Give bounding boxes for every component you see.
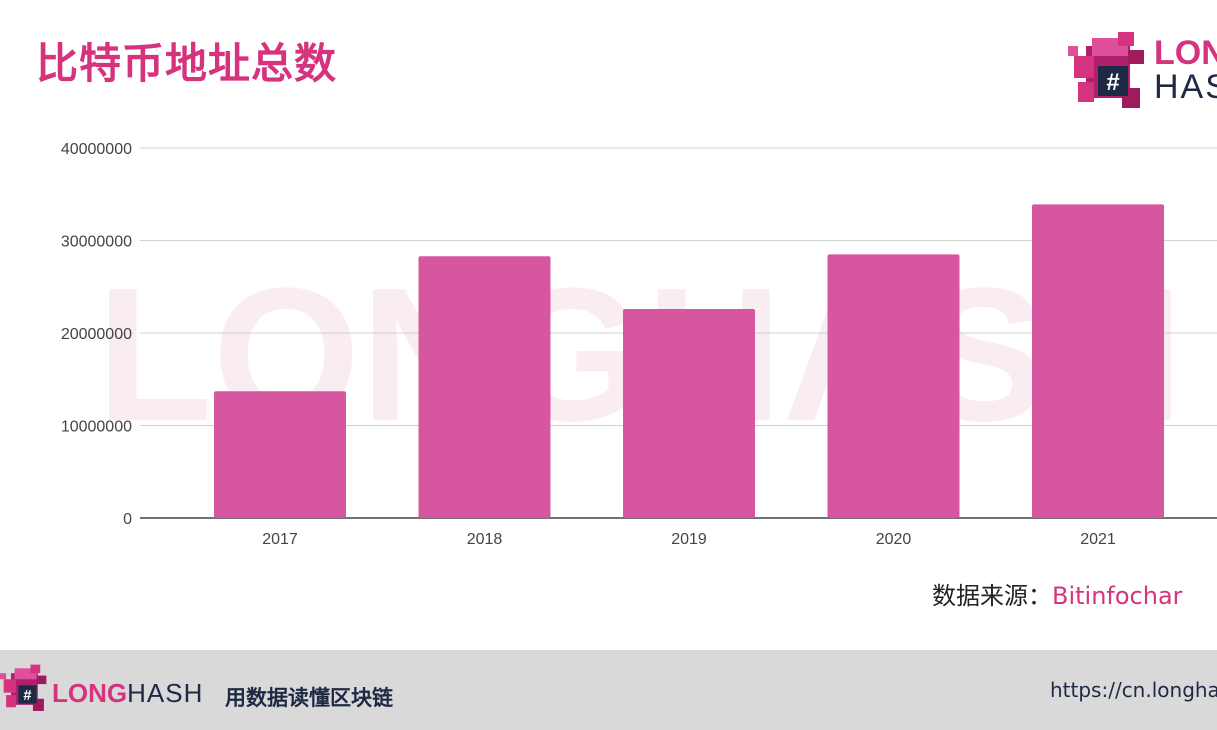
y-tick-label: 10000000 bbox=[61, 419, 132, 436]
y-tick-label: 20000000 bbox=[61, 326, 132, 343]
top-logo-wordmark: LON HAS bbox=[1154, 36, 1217, 104]
y-tick-label: 30000000 bbox=[61, 234, 132, 251]
x-tick-label: 2018 bbox=[467, 531, 503, 548]
bar-2021 bbox=[1032, 204, 1164, 519]
bar-chart: LONGHASH01000000020000000300000004000000… bbox=[61, 141, 1217, 548]
bar-2019 bbox=[623, 308, 755, 518]
x-tick-label: 2020 bbox=[876, 531, 912, 548]
y-tick-label: 0 bbox=[123, 511, 132, 528]
top-logo-hash-text: HAS bbox=[1154, 68, 1217, 106]
footer-url[interactable]: https://cn.longha bbox=[1050, 678, 1217, 702]
footer-wordmark: LONGHASH bbox=[52, 678, 203, 709]
top-logo-long-text: LON bbox=[1154, 34, 1217, 72]
data-source-link[interactable]: Bitinfochar bbox=[1052, 582, 1183, 610]
data-source-label: 数据来源： bbox=[932, 582, 1052, 610]
x-tick-label: 2017 bbox=[262, 531, 298, 548]
footer-slogan: 用数据读懂区块链 bbox=[225, 686, 393, 710]
footer-long-text: LONG bbox=[52, 678, 128, 708]
x-tick-label: 2019 bbox=[671, 531, 707, 548]
data-source: 数据来源：Bitinfochar bbox=[932, 576, 1183, 611]
svg-text:#: # bbox=[23, 688, 31, 704]
bar-2018 bbox=[418, 256, 551, 518]
bar-2020 bbox=[827, 254, 960, 518]
footer-bar: # LONGHASH 用数据读懂区块链 https://cn.longha bbox=[0, 650, 1217, 730]
top-logo: # LON HAS bbox=[1068, 32, 1217, 112]
y-tick-label: 40000000 bbox=[61, 141, 132, 158]
x-tick-label: 2021 bbox=[1080, 531, 1116, 548]
bar-2017 bbox=[214, 391, 346, 518]
svg-text:#: # bbox=[1106, 69, 1119, 96]
footer-logo-icon: # bbox=[0, 664, 47, 711]
pixel-dragon-hash-icon: # bbox=[1068, 32, 1144, 108]
page-title: 比特币地址总数 bbox=[36, 39, 338, 88]
footer-hash-text: HASH bbox=[127, 678, 204, 708]
